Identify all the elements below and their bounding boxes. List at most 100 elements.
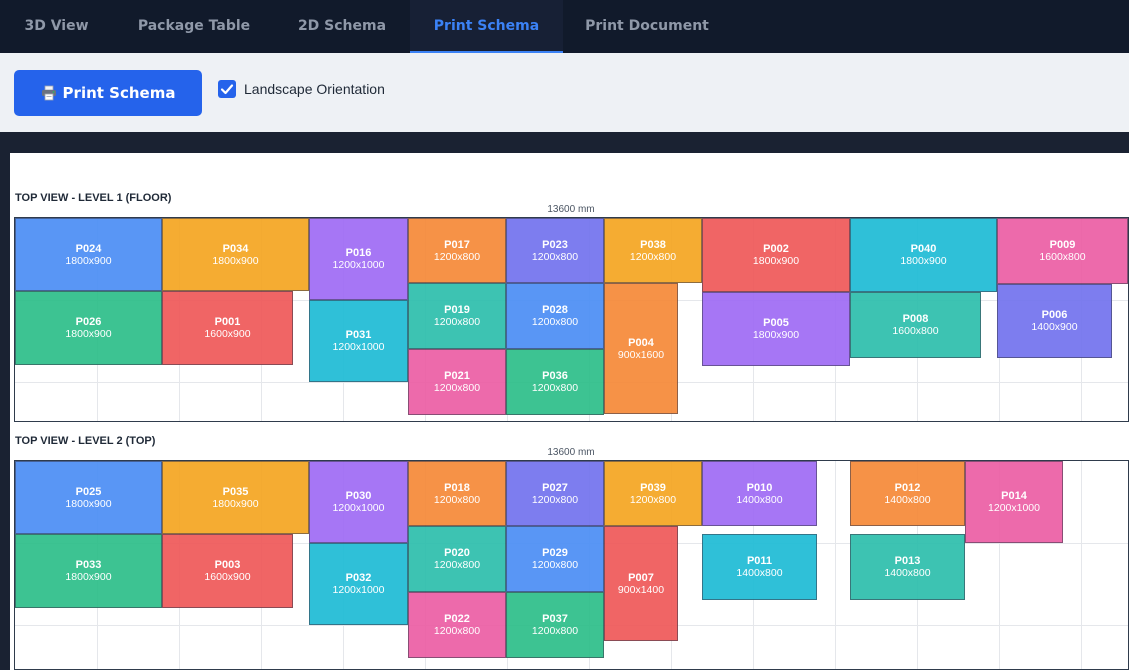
- package-size: 1800x900: [212, 254, 259, 267]
- package-id: P002: [763, 243, 789, 255]
- package-size: 1600x800: [892, 325, 939, 337]
- package-size: 900x1600: [617, 348, 665, 361]
- package-p016: P016 1200x1000: [309, 218, 408, 300]
- package-id: P016: [345, 247, 372, 259]
- package-id: P011: [746, 555, 773, 567]
- package-size: 1400x800: [736, 567, 783, 579]
- package-id: P019: [444, 304, 470, 316]
- grid-line: [835, 461, 836, 669]
- package-size: 1200x1000: [332, 584, 385, 596]
- printer-icon: [41, 85, 57, 101]
- grid-line: [999, 461, 1000, 669]
- tab-2d-schema[interactable]: 2D Schema: [297, 18, 387, 34]
- package-size: 1200x800: [531, 493, 579, 506]
- package-p034: P034 1800x900: [162, 218, 309, 291]
- package-p031: P031 1200x1000: [309, 300, 408, 382]
- package-p032: P032 1200x1000: [309, 543, 408, 625]
- tab-print-schema[interactable]: Print Schema: [410, 0, 563, 53]
- package-p026: P026 1800x900: [15, 291, 162, 365]
- tab-bar: 3D View Package Table 2D Schema Print Sc…: [0, 0, 1129, 53]
- package-id: P031: [345, 329, 372, 341]
- package-id: P034: [222, 242, 249, 255]
- package-id: P009: [1049, 239, 1076, 251]
- package-p014: P014 1200x1000: [965, 461, 1063, 543]
- package-p035: P035 1800x900: [162, 461, 309, 534]
- package-p027: P027 1200x800: [506, 461, 604, 526]
- landscape-label[interactable]: Landscape Orientation: [244, 81, 385, 97]
- package-p017: P017 1200x800: [408, 218, 506, 283]
- package-size: 1200x800: [629, 250, 677, 263]
- package-size: 1200x800: [531, 625, 579, 637]
- package-size: 1800x900: [65, 328, 112, 340]
- package-id: P006: [1041, 309, 1068, 321]
- package-p033: P033 1800x900: [15, 534, 162, 608]
- package-size: 1200x800: [531, 382, 579, 394]
- package-id: P027: [542, 481, 568, 494]
- print-schema-button[interactable]: Print Schema: [14, 70, 202, 116]
- package-id: P004: [628, 336, 654, 349]
- package-size: 1200x800: [433, 559, 481, 571]
- level-1-title: TOP VIEW - LEVEL 1 (FLOOR): [15, 192, 172, 204]
- package-p022: P022 1200x800: [408, 592, 506, 658]
- package-id: P012: [894, 481, 921, 494]
- package-size: 1600x900: [204, 328, 251, 340]
- level-1-floor: P024 1800x900 P026 1800x900 P034 1800x900 P001…: [14, 217, 1129, 422]
- package-id: P017: [444, 238, 470, 251]
- package-size: 1800x900: [65, 497, 112, 510]
- package-size: 1200x800: [433, 625, 481, 637]
- package-size: 1200x1000: [332, 341, 385, 353]
- package-id: P026: [75, 316, 102, 328]
- package-p020: P020 1200x800: [408, 526, 506, 592]
- package-id: P020: [444, 547, 470, 559]
- package-p006: P006 1400x900: [997, 284, 1112, 358]
- package-p012: P012 1400x800: [850, 461, 965, 526]
- package-id: P001: [214, 316, 241, 328]
- package-p023: P023 1200x800: [506, 218, 604, 283]
- package-id: P039: [640, 481, 666, 494]
- package-id: P040: [910, 243, 937, 255]
- package-p038: P038 1200x800: [604, 218, 702, 283]
- package-size: 1200x800: [531, 250, 579, 263]
- package-size: 1800x900: [900, 255, 947, 267]
- landscape-checkbox[interactable]: [218, 80, 236, 98]
- package-id: P022: [444, 613, 470, 625]
- package-id: P003: [214, 559, 241, 571]
- package-p009: P009 1600x800: [997, 218, 1128, 284]
- level-1-length-label: 13600 mm: [547, 204, 595, 215]
- package-size: 1200x800: [433, 316, 481, 328]
- package-p013: P013 1400x800: [850, 534, 965, 600]
- package-p019: P019 1200x800: [408, 283, 506, 349]
- package-id: P033: [75, 559, 102, 571]
- package-id: P025: [75, 485, 102, 498]
- package-id: P023: [542, 238, 568, 251]
- package-id: P028: [542, 304, 568, 316]
- package-size: 1400x800: [884, 567, 931, 579]
- package-size: 1200x800: [433, 250, 481, 263]
- checkmark-icon: [220, 84, 234, 95]
- package-size: 1200x800: [629, 493, 677, 506]
- package-id: P013: [894, 555, 921, 567]
- package-size: 1800x900: [212, 497, 259, 510]
- package-p001: P001 1600x900: [162, 291, 293, 365]
- sheet-backdrop: [0, 132, 1129, 153]
- package-p004: P004 900x1600: [604, 283, 678, 414]
- package-size: 1200x800: [531, 559, 579, 571]
- tab-3d-view[interactable]: 3D View: [24, 18, 89, 34]
- package-size: 1200x800: [531, 316, 579, 328]
- package-p007: P007 900x1400: [604, 526, 678, 641]
- package-p011: P011 1400x800: [702, 534, 817, 600]
- package-id: P018: [444, 481, 470, 494]
- tab-package-table[interactable]: Package Table: [137, 18, 251, 34]
- package-id: P007: [628, 571, 654, 584]
- package-size: 1800x900: [65, 571, 112, 583]
- package-p008: P008 1600x800: [850, 292, 981, 358]
- package-p005: P005 1800x900: [702, 292, 850, 366]
- tab-print-document[interactable]: Print Document: [585, 18, 709, 34]
- package-size: 1400x800: [736, 493, 783, 506]
- package-size: 1800x900: [65, 254, 112, 267]
- package-size: 1600x800: [1039, 251, 1086, 263]
- package-id: P030: [345, 490, 372, 502]
- package-size: 900x1400: [617, 583, 665, 596]
- package-p040: P040 1800x900: [850, 218, 997, 292]
- print-schema-label: Print Schema: [62, 84, 176, 102]
